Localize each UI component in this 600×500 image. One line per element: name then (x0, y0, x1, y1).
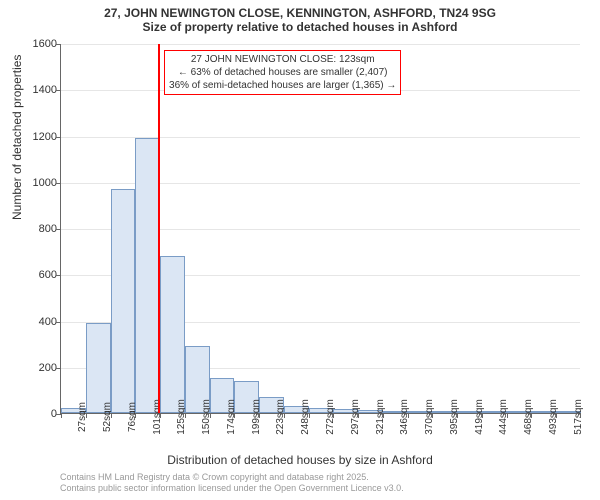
chart-container: 27, JOHN NEWINGTON CLOSE, KENNINGTON, AS… (0, 0, 600, 500)
histogram-bar (135, 138, 160, 413)
x-tick-mark (61, 413, 62, 418)
x-tick-mark (358, 413, 359, 418)
x-tick-mark (160, 413, 161, 418)
y-tick-label: 1200 (33, 131, 57, 143)
x-axis-label: Distribution of detached houses by size … (0, 453, 600, 467)
x-tick-mark (333, 413, 334, 418)
y-tick-mark (56, 368, 61, 369)
x-tick-mark (457, 413, 458, 418)
x-tick-mark (408, 413, 409, 418)
annotation-line: ← 63% of detached houses are smaller (2,… (169, 66, 396, 79)
y-tick-label: 600 (39, 269, 57, 281)
y-tick-mark (56, 137, 61, 138)
gridline (61, 44, 580, 45)
x-tick-mark (185, 413, 186, 418)
plot-area: 0200400600800100012001400160027sqm52sqm7… (60, 44, 580, 414)
x-tick-mark (234, 413, 235, 418)
x-tick-mark (580, 413, 581, 418)
y-tick-label: 800 (39, 223, 57, 235)
footer-line-2: Contains public sector information licen… (60, 483, 404, 494)
x-tick-mark (482, 413, 483, 418)
x-tick-mark (284, 413, 285, 418)
x-tick-mark (86, 413, 87, 418)
histogram-bar (86, 323, 111, 413)
chart-title-sub: Size of property relative to detached ho… (0, 20, 600, 34)
y-tick-mark (56, 183, 61, 184)
x-tick-mark (259, 413, 260, 418)
y-tick-mark (56, 322, 61, 323)
y-tick-label: 200 (39, 362, 57, 374)
annotation-line: 27 JOHN NEWINGTON CLOSE: 123sqm (169, 53, 396, 66)
y-tick-label: 1600 (33, 38, 57, 50)
y-tick-mark (56, 275, 61, 276)
x-tick-mark (432, 413, 433, 418)
x-tick-mark (531, 413, 532, 418)
histogram-bar (160, 256, 185, 413)
x-tick-mark (507, 413, 508, 418)
x-tick-mark (309, 413, 310, 418)
reference-line (158, 44, 160, 413)
annotation-box: 27 JOHN NEWINGTON CLOSE: 123sqm← 63% of … (164, 50, 401, 95)
annotation-line: 36% of semi-detached houses are larger (… (169, 79, 396, 92)
y-tick-label: 400 (39, 316, 57, 328)
x-tick-label: 517sqm (573, 399, 584, 435)
histogram-bar (111, 189, 136, 413)
x-tick-mark (210, 413, 211, 418)
y-tick-mark (56, 44, 61, 45)
y-axis-label: Number of detached properties (10, 55, 24, 220)
x-tick-mark (111, 413, 112, 418)
x-tick-mark (135, 413, 136, 418)
y-tick-mark (56, 229, 61, 230)
y-tick-label: 1000 (33, 177, 57, 189)
x-tick-mark (556, 413, 557, 418)
y-tick-label: 1400 (33, 84, 57, 96)
y-tick-mark (56, 90, 61, 91)
x-tick-mark (383, 413, 384, 418)
footer-line-1: Contains HM Land Registry data © Crown c… (60, 472, 404, 483)
chart-title-main: 27, JOHN NEWINGTON CLOSE, KENNINGTON, AS… (0, 0, 600, 20)
footer-attribution: Contains HM Land Registry data © Crown c… (60, 472, 404, 494)
